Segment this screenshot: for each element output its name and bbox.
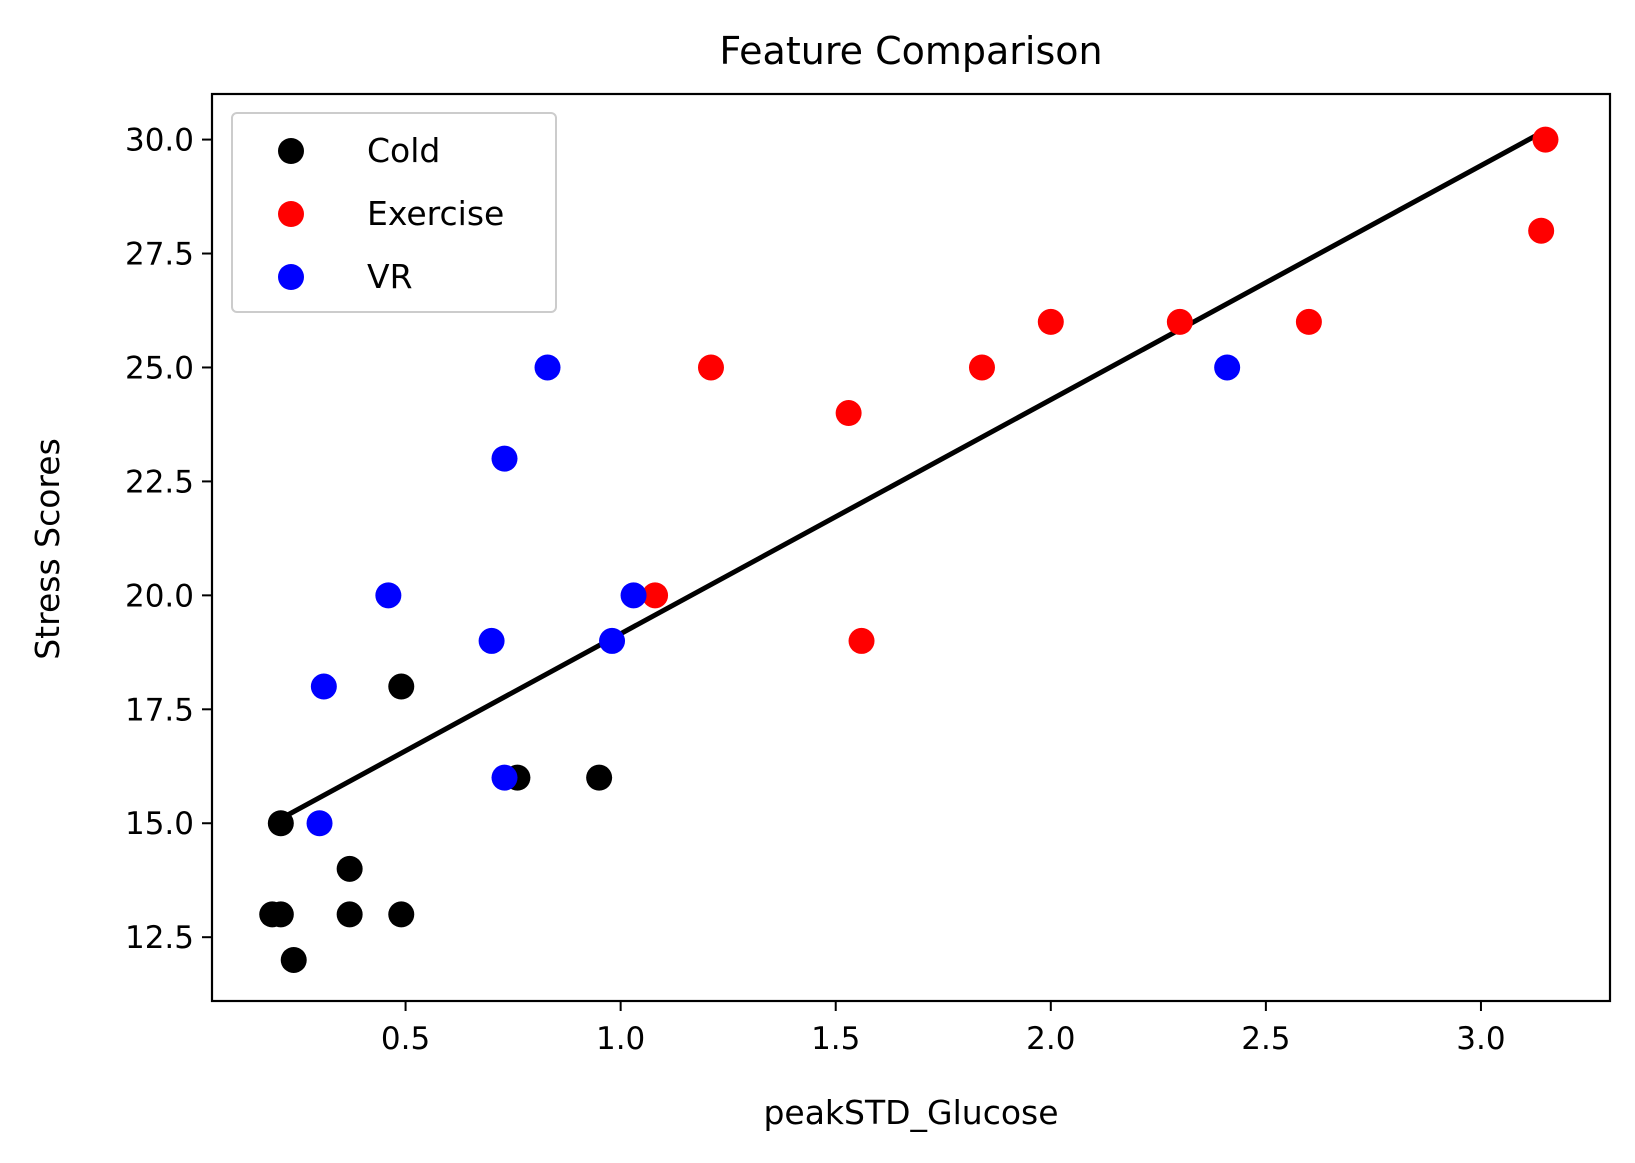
plot-area bbox=[210, 92, 1612, 1003]
point-vr bbox=[534, 354, 561, 381]
x-tick-label: 2.5 bbox=[1241, 1021, 1290, 1057]
regression-fit bbox=[279, 128, 1547, 821]
legend-label-cold: Cold bbox=[367, 131, 440, 170]
legend-label-vr: VR bbox=[367, 257, 413, 296]
point-cold bbox=[267, 810, 294, 837]
y-tick-label: 17.5 bbox=[125, 692, 194, 728]
point-exercise bbox=[1295, 308, 1322, 335]
point-cold bbox=[336, 855, 363, 882]
y-tick-label: 20.0 bbox=[125, 578, 194, 614]
point-vr bbox=[310, 673, 337, 700]
point-exercise bbox=[1532, 126, 1559, 153]
x-tick-label: 0.5 bbox=[381, 1021, 430, 1057]
point-vr bbox=[599, 627, 626, 654]
y-tick-label: 15.0 bbox=[125, 806, 194, 842]
point-cold bbox=[336, 901, 363, 928]
point-cold bbox=[280, 946, 307, 973]
legend-box bbox=[231, 112, 557, 313]
point-cold bbox=[267, 901, 294, 928]
point-vr bbox=[375, 582, 402, 609]
x-axis-label: peakSTD_Glucose bbox=[763, 1093, 1058, 1132]
point-vr bbox=[478, 627, 505, 654]
y-tick-label: 12.5 bbox=[125, 920, 194, 956]
y-axis-ticks: 12.5 15.0 17.5 20.0 22.5 25.0 27.5 30.0 bbox=[125, 123, 212, 956]
point-vr bbox=[620, 582, 647, 609]
x-tick-label: 1.5 bbox=[811, 1021, 860, 1057]
point-cold bbox=[388, 901, 415, 928]
point-exercise bbox=[697, 354, 724, 381]
data-points bbox=[259, 126, 1559, 973]
point-cold bbox=[388, 673, 415, 700]
plot-frame bbox=[210, 92, 1612, 1003]
y-tick-label: 25.0 bbox=[125, 350, 194, 386]
x-tick-label: 1.0 bbox=[596, 1021, 645, 1057]
point-vr bbox=[306, 810, 333, 837]
point-exercise bbox=[848, 627, 875, 654]
legend-marker-vr bbox=[278, 264, 304, 290]
x-tick-label: 2.0 bbox=[1026, 1021, 1075, 1057]
point-exercise bbox=[642, 582, 669, 609]
legend-marker-exercise bbox=[278, 201, 304, 227]
point-exercise bbox=[968, 354, 995, 381]
chart-title: Feature Comparison bbox=[719, 29, 1102, 73]
point-exercise bbox=[835, 400, 862, 427]
point-cold bbox=[586, 764, 613, 791]
x-tick-label: 3.0 bbox=[1456, 1021, 1505, 1057]
point-vr bbox=[491, 764, 518, 791]
y-tick-label: 22.5 bbox=[125, 464, 194, 500]
point-exercise bbox=[1166, 308, 1193, 335]
x-axis-ticks: 0.5 1.0 1.5 2.0 2.5 3.0 bbox=[381, 1001, 1506, 1057]
point-exercise bbox=[1528, 217, 1555, 244]
legend-label-exercise: Exercise bbox=[367, 194, 504, 233]
fit-line bbox=[279, 128, 1547, 821]
legend: Cold Exercise VR bbox=[231, 112, 557, 313]
point-vr bbox=[1214, 354, 1241, 381]
point-vr bbox=[491, 445, 518, 472]
y-tick-label: 30.0 bbox=[125, 123, 194, 159]
y-axis-label: Stress Scores bbox=[28, 438, 67, 660]
point-exercise bbox=[1037, 308, 1064, 335]
legend-marker-cold bbox=[278, 138, 304, 164]
y-tick-label: 27.5 bbox=[125, 237, 194, 273]
